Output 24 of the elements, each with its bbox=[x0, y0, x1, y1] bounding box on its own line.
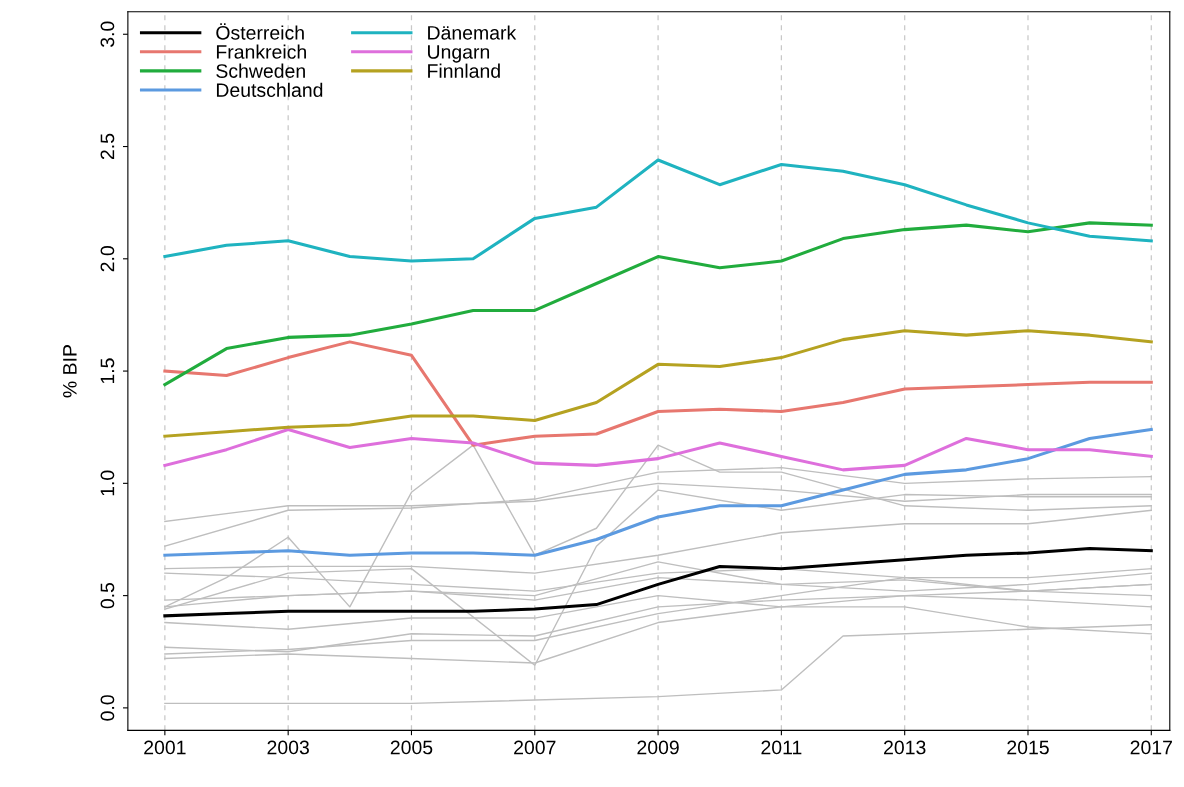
x-tick-label: 2011 bbox=[761, 740, 802, 755]
y-tick-label: 1.0 bbox=[100, 470, 115, 496]
y-tick-label: 1.5 bbox=[100, 358, 115, 384]
legend-label: Österreich bbox=[216, 23, 304, 40]
x-tick-label: 2015 bbox=[1007, 740, 1049, 755]
y-tick-label: 2.5 bbox=[100, 133, 115, 160]
x-tick-label: 2013 bbox=[884, 740, 926, 755]
legend-label: Frankreich bbox=[216, 44, 306, 59]
legend-label: Dänemark bbox=[428, 25, 517, 40]
x-tick-label: 2007 bbox=[514, 740, 556, 755]
legend-label: Deutschland bbox=[216, 82, 323, 97]
x-tick-label: 2003 bbox=[267, 740, 309, 755]
y-tick-label: 0.0 bbox=[100, 695, 115, 721]
legend-label: Schweden bbox=[216, 63, 305, 78]
x-tick-label: 2017 bbox=[1130, 740, 1172, 755]
x-tick-label: 2001 bbox=[144, 740, 186, 755]
legend-label: Finnland bbox=[428, 63, 500, 78]
y-axis-title: % BIP bbox=[63, 345, 77, 398]
y-tick-label: 2.0 bbox=[100, 246, 115, 272]
y-tick-label: 3.0 bbox=[100, 21, 115, 48]
legend-label: Ungarn bbox=[428, 45, 490, 63]
x-tick-label: 2005 bbox=[390, 740, 433, 755]
x-tick-label: 2009 bbox=[637, 740, 679, 755]
y-tick-label: 0.5 bbox=[100, 582, 115, 609]
